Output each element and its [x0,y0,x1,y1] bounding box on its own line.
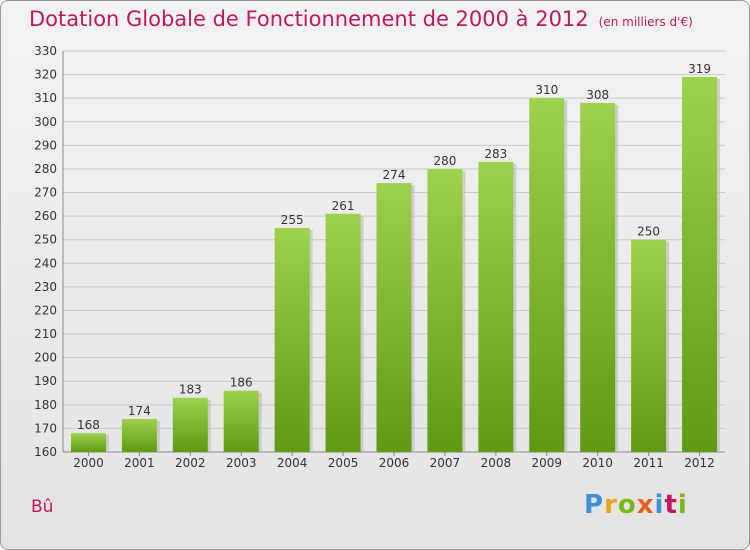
data-label: 283 [484,147,507,161]
proxiti-logo: Proxiti [584,490,688,520]
x-tick-label: 2008 [481,456,512,470]
x-tick-label: 2006 [379,456,410,470]
bar [580,102,616,453]
y-tick-label: 290 [34,138,57,152]
bar [478,161,514,453]
logo-letter: o [617,490,637,520]
data-label: 183 [179,383,202,397]
x-tick-label: 2012 [684,456,715,470]
data-label: 308 [586,88,609,102]
bar [223,390,259,452]
logo-letter: i [677,490,688,520]
logo-letter: x [636,490,655,520]
x-tick-label: 2004 [277,456,308,470]
logo-letter: P [584,490,605,520]
x-tick-label: 2003 [226,456,257,470]
y-tick-label: 200 [34,351,57,365]
x-tick-label: 2010 [582,456,613,470]
data-label: 174 [128,404,151,418]
x-tick-label: 2007 [430,456,461,470]
bar [70,433,106,452]
y-tick-label: 300 [34,115,57,129]
x-tick-label: 2002 [175,456,206,470]
data-label: 255 [281,213,304,227]
data-label: 280 [433,154,456,168]
bar [682,76,718,453]
y-tick-label: 330 [34,44,57,58]
y-tick-label: 180 [34,398,57,412]
y-tick-label: 240 [34,256,57,270]
y-tick-label: 160 [34,445,57,459]
y-tick-label: 230 [34,280,57,294]
y-tick-label: 170 [34,421,57,435]
data-label: 168 [77,418,100,432]
y-tick-label: 310 [34,91,57,105]
logo-letter: i [654,490,665,520]
y-tick-label: 280 [34,162,57,176]
bar [325,213,361,452]
data-label: 261 [332,199,355,213]
x-tick-label: 2005 [328,456,359,470]
y-tick-label: 260 [34,209,57,223]
y-tick-label: 190 [34,374,57,388]
logo-letter: t [664,490,678,520]
data-label: 186 [230,376,253,390]
x-tick-label: 2009 [531,456,562,470]
unit-note: (en milliers d'€) [598,15,693,29]
y-tick-label: 220 [34,303,57,317]
data-label: 310 [535,83,558,97]
bar [121,418,157,452]
chart-title: Dotation Globale de Fonctionnement de 20… [29,7,693,31]
bar [427,168,463,453]
logo-letter: r [604,490,618,520]
bar [172,397,208,452]
y-tick-label: 270 [34,186,57,200]
bar [631,239,667,452]
bar [376,183,412,452]
bar [529,98,565,453]
data-label: 274 [383,168,406,182]
x-tick-label: 2001 [124,456,155,470]
x-tick-label: 2011 [633,456,664,470]
x-tick-label: 2000 [73,456,104,470]
data-label: 250 [637,225,660,239]
title-text: Dotation Globale de Fonctionnement de 20… [29,7,589,31]
y-tick-label: 210 [34,327,57,341]
y-tick-label: 250 [34,233,57,247]
data-label: 319 [688,62,711,76]
town-name: Bû [31,497,54,517]
y-tick-label: 320 [34,68,57,82]
bar [274,227,310,452]
